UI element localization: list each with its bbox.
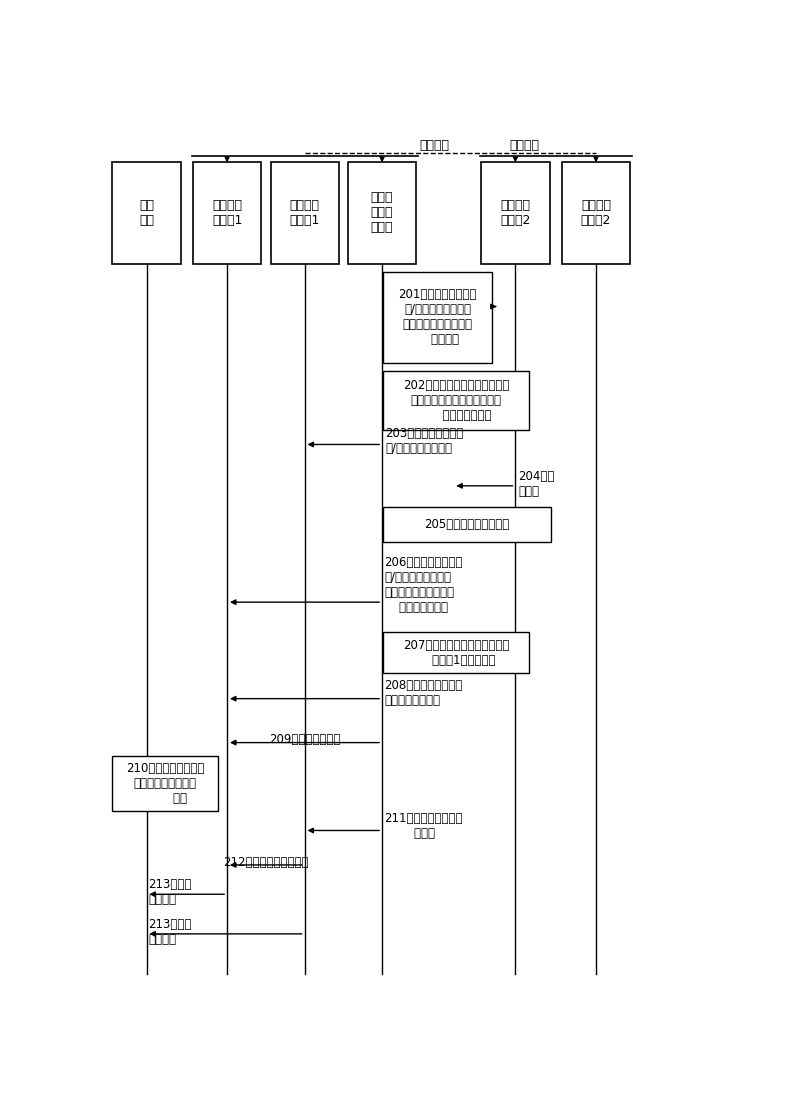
Text: 电路域服
务设备2: 电路域服 务设备2 [500, 199, 530, 227]
Text: 电路域服
务设备1: 电路域服 务设备1 [290, 199, 320, 227]
FancyBboxPatch shape [348, 162, 416, 264]
Text: 分组域服
务设备2: 分组域服 务设备2 [581, 199, 611, 227]
Text: 207、判断是否存在到分组域服
    务设备1的寻呼路径: 207、判断是否存在到分组域服 务设备1的寻呼路径 [403, 639, 510, 667]
FancyBboxPatch shape [383, 632, 529, 673]
Text: 213、联合
更新请求: 213、联合 更新请求 [148, 878, 192, 906]
FancyBboxPatch shape [383, 507, 550, 542]
Text: 用户归
属位置
寄存器: 用户归 属位置 寄存器 [371, 191, 394, 234]
Text: 用户
设备: 用户 设备 [139, 199, 154, 227]
FancyBboxPatch shape [383, 372, 529, 430]
FancyBboxPatch shape [270, 162, 338, 264]
Text: 205、判断寻呼是否超时: 205、判断寻呼是否超时 [425, 518, 510, 532]
Text: 寻呼路由: 寻呼路由 [510, 139, 540, 152]
Text: 209、寻呼路由请求: 209、寻呼路由请求 [269, 733, 340, 746]
Text: 204、寻
呼请求: 204、寻 呼请求 [518, 470, 555, 498]
Text: 212、修复流程指示请求: 212、修复流程指示请求 [223, 856, 309, 869]
Text: 分组域服
务设备1: 分组域服 务设备1 [212, 199, 242, 227]
Text: 208、通知用户归属位
置寄存器不作处理: 208、通知用户归属位 置寄存器不作处理 [384, 679, 462, 707]
Text: 206、提取用户端口响
应/提取漫游号码响应
携带记录的数据分组域
    的服务设备号码: 206、提取用户端口响 应/提取漫游号码响应 携带记录的数据分组域 的服务设备号… [384, 556, 462, 614]
FancyBboxPatch shape [112, 756, 218, 810]
Text: 213、联合
更新请求: 213、联合 更新请求 [148, 918, 192, 946]
Text: 210、获知是否需要指
示终端发起联合位置
        更新: 210、获知是否需要指 示终端发起联合位置 更新 [126, 762, 204, 805]
FancyBboxPatch shape [562, 162, 630, 264]
Text: 201、提取用户端口请
求/提取漫游号码请求
携带登记的分组域服务
    设备号码: 201、提取用户端口请 求/提取漫游号码请求 携带登记的分组域服务 设备号码 [398, 289, 477, 347]
Text: 寻呼路由: 寻呼路由 [420, 139, 450, 152]
Text: 211、指示恢复移动信
        息消息: 211、指示恢复移动信 息消息 [384, 811, 462, 839]
Text: 202、判断携带的分组域服务设
备号码与记录的分组域服务设
      备号码是否一致: 202、判断携带的分组域服务设 备号码与记录的分组域服务设 备号码是否一致 [403, 379, 510, 422]
Text: 203、提取用户端口响
应/提取漫游号码响应: 203、提取用户端口响 应/提取漫游号码响应 [386, 427, 463, 455]
FancyBboxPatch shape [193, 162, 262, 264]
FancyBboxPatch shape [383, 272, 492, 363]
FancyBboxPatch shape [482, 162, 550, 264]
FancyBboxPatch shape [112, 162, 181, 264]
